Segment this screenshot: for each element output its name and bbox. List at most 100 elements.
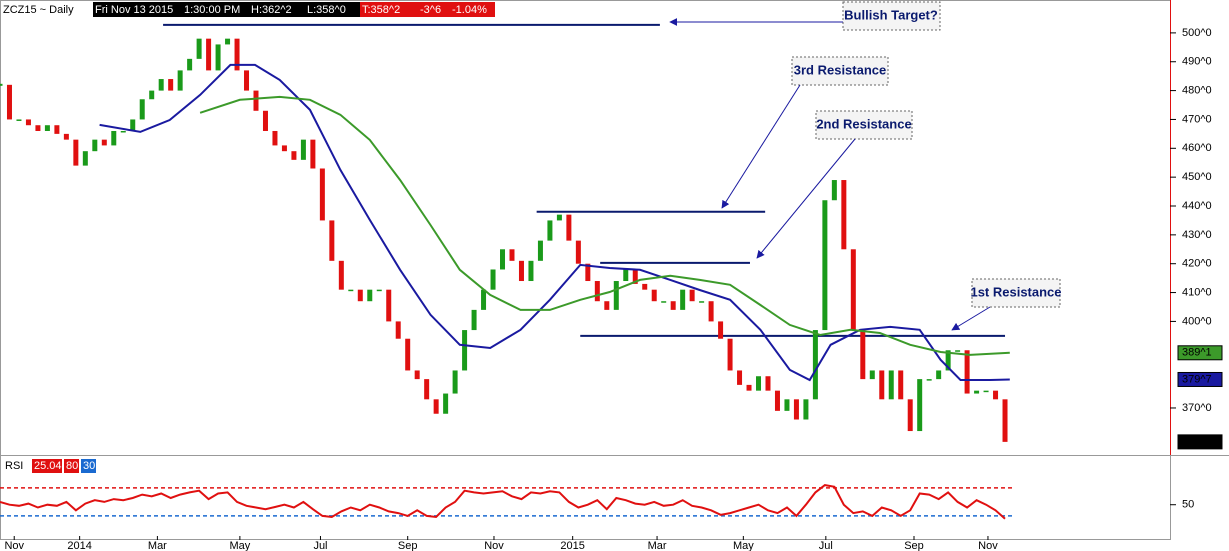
annotation-arrow — [756, 138, 856, 259]
y-tick-label: 410^0 — [1182, 286, 1212, 298]
price-tag-label: 358^2 — [1182, 436, 1212, 448]
candle — [974, 390, 980, 394]
candle — [481, 289, 487, 310]
candle — [149, 90, 155, 100]
price-tag — [1177, 371, 1223, 387]
price-tag — [1177, 434, 1223, 450]
candle — [120, 130, 126, 133]
candle — [225, 38, 231, 45]
candle — [1002, 399, 1008, 442]
annotation: 3rd Resistance — [794, 62, 887, 77]
candle — [300, 139, 306, 160]
header-box — [93, 2, 360, 17]
candle — [63, 133, 69, 140]
candle — [575, 240, 581, 264]
candle — [187, 58, 193, 71]
candle — [869, 370, 875, 380]
candle — [500, 249, 506, 270]
candle — [955, 350, 961, 352]
candle — [537, 240, 543, 261]
candle — [793, 399, 799, 420]
time: 1:30:00 PM — [184, 4, 240, 16]
rsi-lower: 30 — [83, 460, 95, 472]
candle — [130, 119, 136, 131]
price-tag — [1177, 345, 1223, 361]
x-tick-label: Sep — [398, 540, 418, 551]
candle — [206, 38, 212, 71]
candle — [585, 263, 591, 282]
candle — [395, 321, 401, 339]
candle — [253, 90, 259, 111]
candle — [756, 376, 762, 391]
symbol: ZCZ15 ~ Daily — [3, 4, 74, 16]
annotation-box — [791, 56, 889, 86]
x-tick-label: Mar — [648, 540, 667, 551]
candle — [215, 44, 221, 71]
candle — [642, 283, 648, 290]
candle — [528, 260, 534, 282]
candle — [471, 309, 477, 331]
candle — [983, 390, 989, 393]
annotation-arrow — [721, 84, 801, 209]
change: -3^6 — [420, 4, 441, 16]
candle — [35, 125, 41, 131]
candle — [367, 289, 373, 302]
candle — [737, 370, 743, 385]
candle — [926, 379, 932, 381]
candle — [424, 379, 430, 400]
candle — [244, 70, 250, 91]
candle — [888, 370, 894, 400]
x-tick-label: Jul — [819, 540, 833, 551]
candle — [348, 289, 354, 292]
y-tick-label: 490^0 — [1182, 56, 1212, 68]
candle — [386, 289, 392, 322]
candle — [234, 38, 240, 71]
candle — [196, 38, 202, 59]
annotation: 1st Resistance — [970, 284, 1061, 299]
x-tick-label: May — [733, 540, 754, 551]
candle — [661, 301, 667, 303]
candle — [670, 301, 676, 310]
high: H:362^2 — [251, 4, 292, 16]
candle — [594, 281, 600, 302]
y-tick-label: 420^0 — [1182, 258, 1212, 270]
candle — [177, 70, 183, 91]
candle — [708, 301, 714, 322]
annotation: Bullish Target? — [844, 7, 938, 22]
y-tick-label: 400^0 — [1182, 315, 1212, 327]
candle — [452, 370, 458, 394]
candle — [139, 99, 145, 120]
candle — [338, 260, 344, 290]
candle — [841, 180, 847, 250]
candle — [993, 390, 999, 400]
candle — [784, 399, 790, 411]
rsi-value: 25.04 — [34, 460, 62, 472]
x-tick-label: 2014 — [67, 540, 91, 551]
y-tick-label: 480^0 — [1182, 85, 1212, 97]
candle — [414, 370, 420, 380]
candle — [357, 289, 363, 302]
annotation-box — [971, 278, 1061, 308]
candle — [433, 399, 439, 414]
candle — [319, 168, 325, 221]
candle — [689, 289, 695, 302]
rsi-label: RSI — [5, 460, 23, 472]
candle — [376, 289, 382, 292]
candle — [101, 139, 107, 146]
rsi-tick-label: 50 — [1182, 499, 1194, 511]
candle — [746, 384, 752, 391]
candle — [54, 125, 60, 134]
date: Fri Nov 13 2015 — [95, 4, 173, 16]
y-tick-label: 470^0 — [1182, 113, 1212, 125]
x-tick-label: Jul — [313, 540, 327, 551]
x-tick-label: Sep — [904, 540, 924, 551]
y-tick-label: 430^0 — [1182, 229, 1212, 241]
candle — [831, 180, 837, 201]
candle — [613, 281, 619, 310]
candle — [405, 338, 411, 371]
rsi-upper: 80 — [66, 460, 78, 472]
x-tick-label: Nov — [978, 540, 998, 551]
candle — [632, 269, 638, 284]
